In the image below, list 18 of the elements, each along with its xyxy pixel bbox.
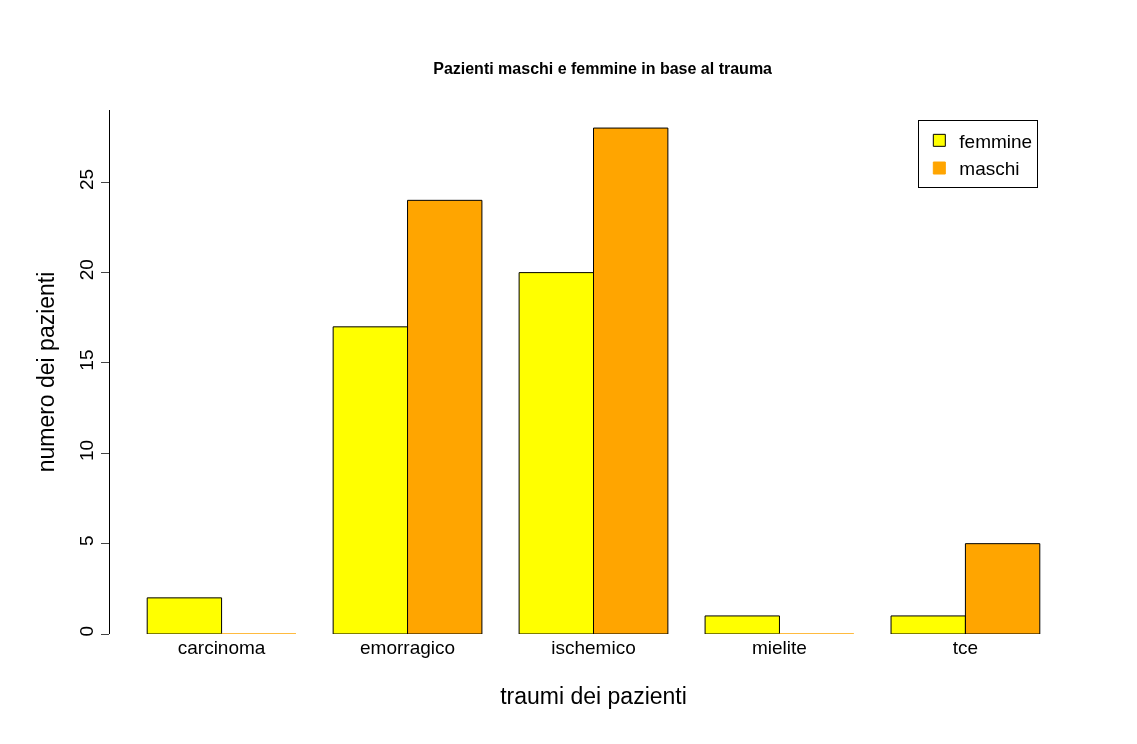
x-tick-label: emorragico — [360, 637, 456, 658]
y-tick-label: 10 — [76, 439, 98, 462]
legend-label: femmine — [959, 130, 1033, 152]
x-axis-title: traumi dei pazienti — [500, 682, 687, 709]
y-tick-label: 5 — [76, 535, 98, 547]
y-tick-label: 0 — [76, 625, 98, 637]
x-tick-label: tce — [952, 637, 979, 658]
x-tick-label: ischemico — [551, 637, 636, 658]
y-tick-label: 25 — [76, 168, 98, 190]
x-tick-label: carcinoma — [177, 637, 266, 658]
y-axis-title: numero dei pazienti — [32, 271, 59, 473]
y-tick-label: 15 — [76, 349, 98, 371]
chart-title: Pazienti maschi e femmine in base al trauma — [433, 60, 773, 78]
y-tick-label: 20 — [76, 259, 98, 281]
x-tick-label: mielite — [752, 637, 807, 658]
bar — [704, 615, 780, 634]
bar — [146, 597, 223, 634]
legend-label: maschi — [959, 158, 1020, 180]
